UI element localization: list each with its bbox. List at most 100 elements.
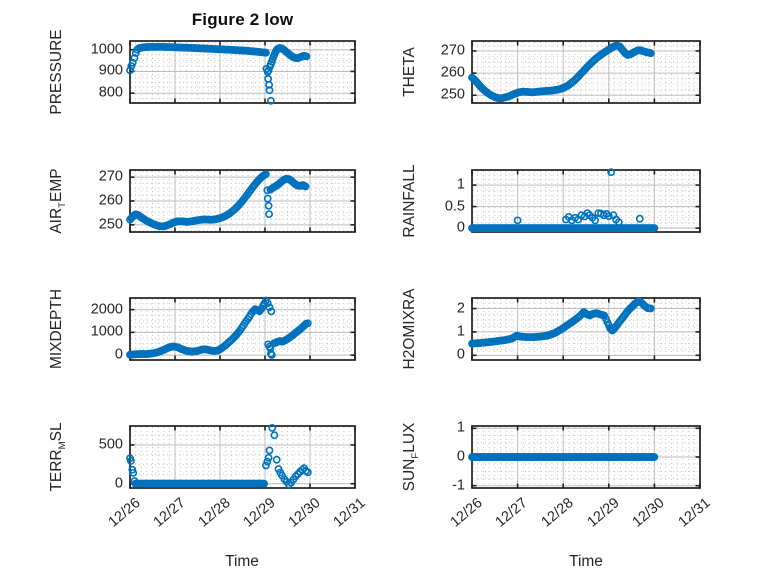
data-point xyxy=(265,210,273,218)
ylabel-subscript: F xyxy=(409,452,421,459)
ylabel-RAINFALL: RAINFALL xyxy=(401,164,419,237)
ytick-label-H2OMIXRA: 0 xyxy=(456,346,465,363)
ytick-label-MIXDEPTH: 0 xyxy=(114,346,123,363)
minor-grid xyxy=(131,427,354,487)
data-point xyxy=(261,461,270,470)
axes-frame xyxy=(129,297,356,361)
data-point xyxy=(614,218,623,226)
ylabel-text: RAINFALL xyxy=(401,164,418,238)
xlabel-time-right: Time xyxy=(569,553,603,570)
data-point xyxy=(126,66,134,75)
xlabel-time-left: Time xyxy=(225,553,259,570)
data-point xyxy=(607,168,615,177)
ytick-label-THETA: 250 xyxy=(440,86,465,103)
ytick-label-RAINFALL: 1 xyxy=(456,176,465,193)
data-point xyxy=(264,201,273,210)
tick-marks xyxy=(471,298,701,360)
data-point xyxy=(265,446,274,455)
ytick-label-AIR_TEMP: 270 xyxy=(98,168,123,185)
data-point xyxy=(513,216,522,225)
data-point xyxy=(260,479,268,488)
tick-marks xyxy=(129,170,356,232)
data-point xyxy=(301,182,310,191)
data-point xyxy=(267,307,276,316)
data-point xyxy=(126,456,135,465)
ytick-label-SUN_FLUX: -1 xyxy=(452,477,465,494)
data-point xyxy=(646,304,655,313)
ylabel-text: PRESSURE xyxy=(48,29,65,115)
ytick-label-THETA: 260 xyxy=(440,64,465,81)
ytick-label-RAINFALL: 0.5 xyxy=(444,198,465,215)
data-point xyxy=(267,351,276,359)
ylabel-AIR_TEMP: AIRTEMP xyxy=(48,168,68,234)
data-point xyxy=(646,49,655,58)
ylabel-text: LUX xyxy=(401,422,418,453)
ytick-label-RAINFALL: 0 xyxy=(456,219,465,236)
axes-frame xyxy=(129,425,356,489)
ytick-label-PRESSURE: 1000 xyxy=(90,41,123,58)
data-point xyxy=(130,54,139,62)
ytick-label-PRESSURE: 800 xyxy=(98,84,123,101)
data-point xyxy=(303,319,312,328)
ylabel-H2OMIXRA: H2OMIXRA xyxy=(401,289,419,370)
ytick-label-THETA: 270 xyxy=(440,42,465,59)
ylabel-text: THETA xyxy=(401,47,418,97)
data-point xyxy=(270,431,279,440)
ylabel-subscript: T xyxy=(56,201,68,208)
subplot-PRESSURE xyxy=(126,40,356,105)
ylabel-PRESSURE: PRESSURE xyxy=(48,29,66,114)
ylabel-text: SUN xyxy=(401,458,418,492)
axes-frame xyxy=(471,40,701,104)
subplot-H2OMIXRA xyxy=(468,297,701,361)
series-MIXDEPTH xyxy=(126,296,312,359)
ylabel-text: H2OMIXRA xyxy=(401,288,418,370)
data-point xyxy=(265,303,274,312)
major-grid xyxy=(131,299,354,359)
tick-marks xyxy=(471,426,701,488)
ylabel-MIXDEPTH: MIXDEPTH xyxy=(48,289,66,369)
subplot-AIR_TEMP xyxy=(126,169,356,233)
ylabel-text: SL xyxy=(48,422,65,442)
series-THETA xyxy=(468,41,655,103)
ylabel-text: MIXDEPTH xyxy=(48,288,65,370)
ylabel-text: EMP xyxy=(48,168,65,202)
subplot-SUN_FLUX xyxy=(468,425,701,489)
data-point xyxy=(650,224,659,232)
data-point xyxy=(263,457,272,466)
ylabel-SUN_FLUX: SUNFLUX xyxy=(401,422,421,492)
minor-grid xyxy=(473,171,699,231)
subplot-MIXDEPTH xyxy=(126,296,356,361)
ytick-label-H2OMIXRA: 1 xyxy=(456,323,465,340)
ytick-label-SUN_FLUX: 1 xyxy=(456,419,465,436)
ylabel-TERR_MSL: TERRMSL xyxy=(48,422,68,492)
minor-grid xyxy=(473,42,699,102)
data-point xyxy=(635,214,644,223)
data-point xyxy=(265,86,274,95)
data-point xyxy=(261,170,270,178)
data-point xyxy=(266,96,275,105)
ylabel-text: TERR xyxy=(48,449,65,492)
data-point xyxy=(265,81,273,89)
series-TERR_MSL xyxy=(126,423,312,489)
ylabel-THETA: THETA xyxy=(401,47,419,97)
ylabel-text: AIR xyxy=(48,207,65,234)
ytick-label-H2OMIXRA: 2 xyxy=(456,300,465,317)
subplot-TERR_MSL xyxy=(126,423,356,489)
tick-marks xyxy=(471,41,701,103)
series-H2OMIXRA xyxy=(468,297,655,348)
data-point xyxy=(264,453,273,462)
ytick-label-PRESSURE: 900 xyxy=(98,63,123,80)
data-point xyxy=(272,455,281,464)
data-point xyxy=(129,468,138,477)
series-RAINFALL xyxy=(468,168,659,232)
data-point xyxy=(261,48,270,57)
series-PRESSURE xyxy=(126,43,311,105)
data-point xyxy=(303,468,312,477)
data-point xyxy=(263,299,272,308)
series-SUN_FLUX xyxy=(468,453,659,461)
ytick-label-SUN_FLUX: 0 xyxy=(456,448,465,465)
ytick-label-TERR_MSL: 500 xyxy=(98,436,123,453)
series-AIR_TEMP xyxy=(126,170,310,231)
